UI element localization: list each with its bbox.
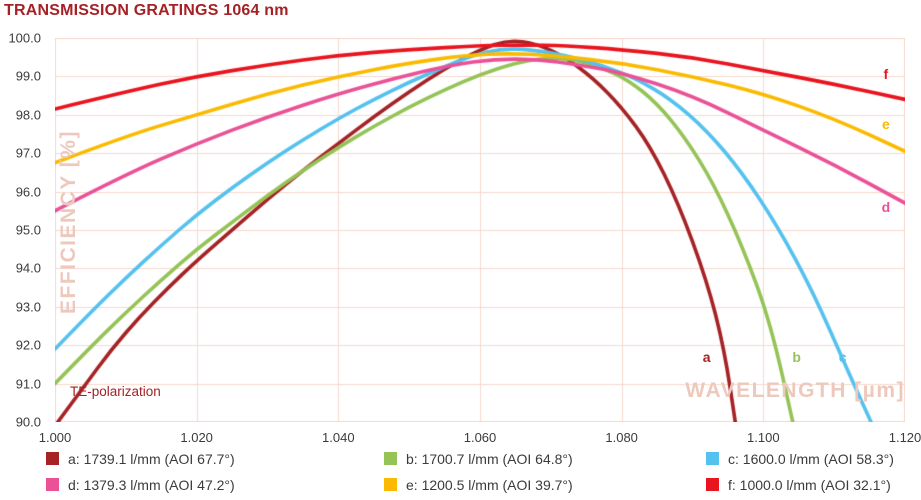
legend-label-c: c: 1600.0 l/mm (AOI 58.3°) <box>728 450 894 467</box>
curve-label-e: e <box>881 116 890 133</box>
legend-swatch-f <box>706 478 719 491</box>
legend-label-e: e: 1200.5 l/mm (AOI 39.7°) <box>406 476 573 493</box>
legend-item-f: f: 1000.0 l/mm (AOI 32.1°) <box>706 476 916 493</box>
y-tick-label: 99.0 <box>15 68 41 84</box>
x-tick-label: 1.060 <box>463 430 497 445</box>
legend-label-d: d: 1379.3 l/mm (AOI 47.2°) <box>68 476 235 493</box>
legend-swatch-d <box>46 478 59 491</box>
legend: a: 1739.1 l/mm (AOI 67.7°) b: 1700.7 l/m… <box>46 450 916 493</box>
legend-swatch-e <box>384 478 397 491</box>
y-tick-label: 98.0 <box>15 107 41 123</box>
legend-item-a: a: 1739.1 l/mm (AOI 67.7°) <box>46 450 384 467</box>
legend-swatch-a <box>46 452 59 465</box>
curve-label-d: d <box>881 198 891 215</box>
legend-label-a: a: 1739.1 l/mm (AOI 67.7°) <box>68 450 235 467</box>
x-tick-label: 1.040 <box>322 430 355 445</box>
legend-item-d: d: 1379.3 l/mm (AOI 47.2°) <box>46 476 384 493</box>
y-tick-label: 100.0 <box>8 30 41 46</box>
legend-swatch-b <box>384 452 397 465</box>
x-tick-label: 1.080 <box>605 430 638 445</box>
efficiency-plot-canvas <box>55 38 905 422</box>
x-tick-label: 1.020 <box>180 430 213 445</box>
y-tick-label: 97.0 <box>15 145 41 161</box>
y-tick-label: 91.0 <box>15 376 41 392</box>
x-axis-tick-labels: 1.000 1.020 1.040 1.060 1.080 1.100 1.120 <box>0 430 921 448</box>
y-tick-label: 94.0 <box>15 260 41 276</box>
legend-label-b: b: 1700.7 l/mm (AOI 64.8°) <box>406 450 573 467</box>
y-tick-label: 92.0 <box>15 337 41 353</box>
curve-label-a: a <box>702 348 711 365</box>
legend-item-e: e: 1200.5 l/mm (AOI 39.7°) <box>384 476 706 493</box>
curve-label-f: f <box>883 66 889 83</box>
legend-item-b: b: 1700.7 l/mm (AOI 64.8°) <box>384 450 706 467</box>
y-axis-tick-labels: 100.0 99.0 98.0 97.0 96.0 95.0 94.0 93.0 92.0 91.… <box>0 0 48 440</box>
y-tick-label: 90.0 <box>15 414 41 430</box>
y-tick-label: 96.0 <box>15 184 41 200</box>
legend-item-c: c: 1600.0 l/mm (AOI 58.3°) <box>706 450 916 467</box>
y-axis-watermark: EFFICIENCY [%] <box>57 130 80 314</box>
y-tick-label: 95.0 <box>15 222 41 238</box>
legend-swatch-c <box>706 452 719 465</box>
x-tick-label: 1.120 <box>888 430 921 445</box>
curve-label-b: b <box>792 348 801 365</box>
page-title: TRANSMISSION GRATINGS 1064 nm <box>4 2 289 19</box>
x-tick-label: 1.100 <box>747 430 780 445</box>
x-tick-label: 1.000 <box>38 430 72 445</box>
x-axis-watermark: WAVELENGTH [µm] <box>685 379 905 402</box>
legend-label-f: f: 1000.0 l/mm (AOI 32.1°) <box>728 476 891 493</box>
curve-label-c: c <box>838 348 847 365</box>
polarization-label: TE-polarization <box>70 384 161 399</box>
y-tick-label: 93.0 <box>15 299 41 315</box>
